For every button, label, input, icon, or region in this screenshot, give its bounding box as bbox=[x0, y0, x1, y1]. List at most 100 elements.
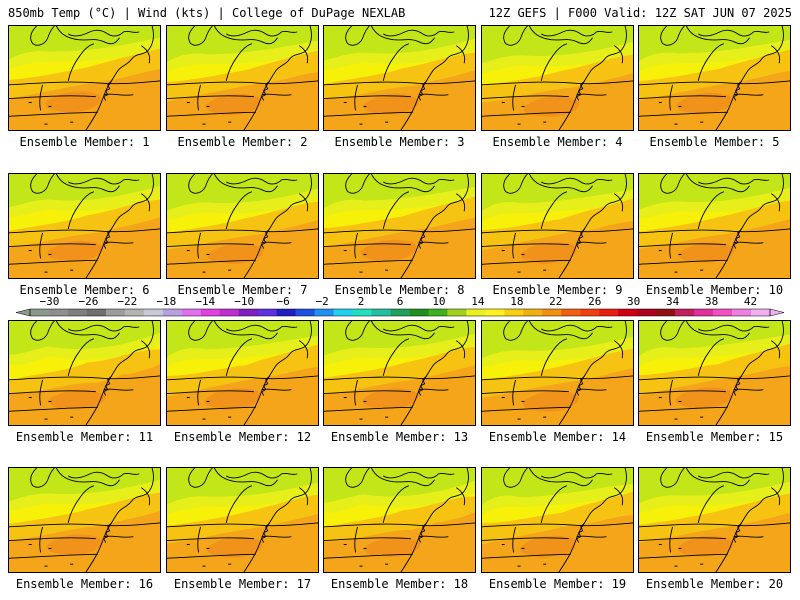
colorbar-swatch bbox=[637, 309, 657, 316]
ensemble-panel: Ensemble Member: 3 bbox=[323, 25, 476, 155]
colorbar-tick-label: 18 bbox=[510, 295, 524, 308]
colorbar-tick-label: 30 bbox=[627, 295, 641, 308]
colorbar-tick-label: 10 bbox=[432, 295, 446, 308]
ensemble-member-caption: Ensemble Member: 8 bbox=[334, 283, 465, 297]
colorbar-swatch bbox=[599, 309, 619, 316]
colorbar-swatch bbox=[295, 309, 316, 316]
ensemble-member-caption: Ensemble Member: 4 bbox=[492, 135, 623, 149]
ensemble-panel: Ensemble Member: 12 bbox=[166, 320, 319, 450]
ensemble-panel: Ensemble Member: 18 bbox=[323, 467, 476, 597]
colorbar-tick-label: −22 bbox=[117, 295, 138, 308]
ensemble-member-caption: Ensemble Member: 10 bbox=[645, 283, 784, 297]
colorbar-swatch bbox=[561, 309, 581, 316]
ensemble-panel: Ensemble Member: 20 bbox=[638, 467, 791, 597]
colorbar-swatch bbox=[124, 309, 145, 316]
temperature-map bbox=[166, 25, 319, 131]
colorbar-swatch bbox=[105, 309, 126, 316]
temperature-colorbar bbox=[15, 308, 785, 317]
colorbar-swatch bbox=[181, 309, 202, 316]
colorbar-swatch bbox=[713, 309, 733, 316]
ensemble-panel: Ensemble Member: 14 bbox=[481, 320, 634, 450]
colorbar-tick-label: 22 bbox=[549, 295, 563, 308]
temperature-map bbox=[638, 320, 791, 426]
ensemble-panel: Ensemble Member: 17 bbox=[166, 467, 319, 597]
colorbar-swatch bbox=[200, 309, 221, 316]
colorbar-tick-label: 38 bbox=[704, 295, 719, 308]
colorbar-swatch bbox=[447, 309, 467, 316]
temperature-map bbox=[8, 25, 161, 131]
colorbar-swatch bbox=[618, 309, 638, 316]
colorbar-tick-label: 2 bbox=[357, 295, 365, 308]
colorbar-swatch bbox=[732, 309, 752, 316]
ensemble-member-caption: Ensemble Member: 15 bbox=[645, 430, 784, 444]
colorbar-swatch bbox=[67, 309, 88, 316]
temperature-map bbox=[166, 173, 319, 279]
colorbar-tick-label: −14 bbox=[195, 295, 216, 308]
colorbar-swatch bbox=[485, 309, 505, 316]
ensemble-member-caption: Ensemble Member: 6 bbox=[19, 283, 150, 297]
colorbar-swatch bbox=[656, 309, 676, 316]
colorbar-swatch bbox=[371, 309, 392, 316]
colorbar-swatch bbox=[542, 309, 562, 316]
colorbar-tick-label: −18 bbox=[156, 295, 177, 308]
temperature-map bbox=[481, 173, 634, 279]
temperature-map bbox=[638, 25, 791, 131]
colorbar-swatch bbox=[276, 309, 297, 316]
ensemble-panel: Ensemble Member: 10 bbox=[638, 173, 791, 303]
ensemble-panel: Ensemble Member: 7 bbox=[166, 173, 319, 303]
colorbar-swatch bbox=[333, 309, 354, 316]
temperature-map bbox=[323, 173, 476, 279]
ensemble-member-caption: Ensemble Member: 11 bbox=[15, 430, 154, 444]
ensemble-member-caption: Ensemble Member: 20 bbox=[645, 577, 784, 591]
colorbar-swatch bbox=[238, 309, 259, 316]
colorbar-swatch bbox=[86, 309, 107, 316]
ensemble-panel: Ensemble Member: 13 bbox=[323, 320, 476, 450]
ensemble-member-caption: Ensemble Member: 9 bbox=[492, 283, 623, 297]
ensemble-panel: Ensemble Member: 1 bbox=[8, 25, 161, 155]
colorbar-swatch bbox=[352, 309, 373, 316]
colorbar-tick-label: −26 bbox=[78, 295, 99, 308]
ensemble-member-caption: Ensemble Member: 13 bbox=[330, 430, 469, 444]
ensemble-panel: Ensemble Member: 9 bbox=[481, 173, 634, 303]
colorbar-tick-label: −30 bbox=[39, 295, 60, 308]
valid-time-label: 12Z GEFS | F000 Valid: 12Z SAT JUN 07 20… bbox=[488, 6, 792, 20]
colorbar-swatch bbox=[30, 309, 50, 316]
colorbar-tick-label: 6 bbox=[396, 295, 404, 308]
colorbar-swatch bbox=[751, 309, 771, 316]
colorbar-swatch bbox=[504, 309, 524, 316]
temperature-map bbox=[481, 25, 634, 131]
ensemble-member-caption: Ensemble Member: 7 bbox=[177, 283, 308, 297]
colorbar-labels: −30 −26 −22 −18 −14 −10 −6 −2 2 6 10 14 18 22 26 30 34 38… bbox=[0, 296, 800, 308]
colorbar-swatch bbox=[428, 309, 448, 316]
temperature-map bbox=[323, 320, 476, 426]
ensemble-member-caption: Ensemble Member: 1 bbox=[19, 135, 150, 149]
ensemble-member-caption: Ensemble Member: 18 bbox=[330, 577, 469, 591]
colorbar-swatch bbox=[675, 309, 695, 316]
temperature-map bbox=[481, 320, 634, 426]
colorbar-swatch bbox=[257, 309, 278, 316]
colorbar-swatch bbox=[694, 309, 714, 316]
ensemble-panel: Ensemble Member: 6 bbox=[8, 173, 161, 303]
ensemble-member-caption: Ensemble Member: 3 bbox=[334, 135, 465, 149]
colorbar-swatch bbox=[48, 309, 69, 316]
colorbar-swatch bbox=[580, 309, 600, 316]
ensemble-member-caption: Ensemble Member: 19 bbox=[488, 577, 627, 591]
colorbar-swatch bbox=[314, 309, 335, 316]
ensemble-panel: Ensemble Member: 15 bbox=[638, 320, 791, 450]
temperature-map bbox=[638, 467, 791, 573]
ensemble-member-caption: Ensemble Member: 14 bbox=[488, 430, 627, 444]
ensemble-panel: Ensemble Member: 5 bbox=[638, 25, 791, 155]
colorbar-tick-label: 14 bbox=[471, 295, 485, 308]
colorbar-swatch bbox=[219, 309, 240, 316]
ensemble-member-caption: Ensemble Member: 17 bbox=[173, 577, 312, 591]
ensemble-panel: Ensemble Member: 19 bbox=[481, 467, 634, 597]
colorbar-tick-label: −6 bbox=[276, 295, 290, 308]
colorbar-tick-label: 26 bbox=[588, 295, 602, 308]
colorbar-tick-label: 42 bbox=[743, 295, 758, 308]
temperature-map bbox=[166, 320, 319, 426]
temperature-map bbox=[323, 25, 476, 131]
temperature-map bbox=[8, 173, 161, 279]
colorbar-swatch bbox=[143, 309, 164, 316]
colorbar-swatch bbox=[466, 309, 486, 316]
ensemble-member-caption: Ensemble Member: 5 bbox=[649, 135, 780, 149]
